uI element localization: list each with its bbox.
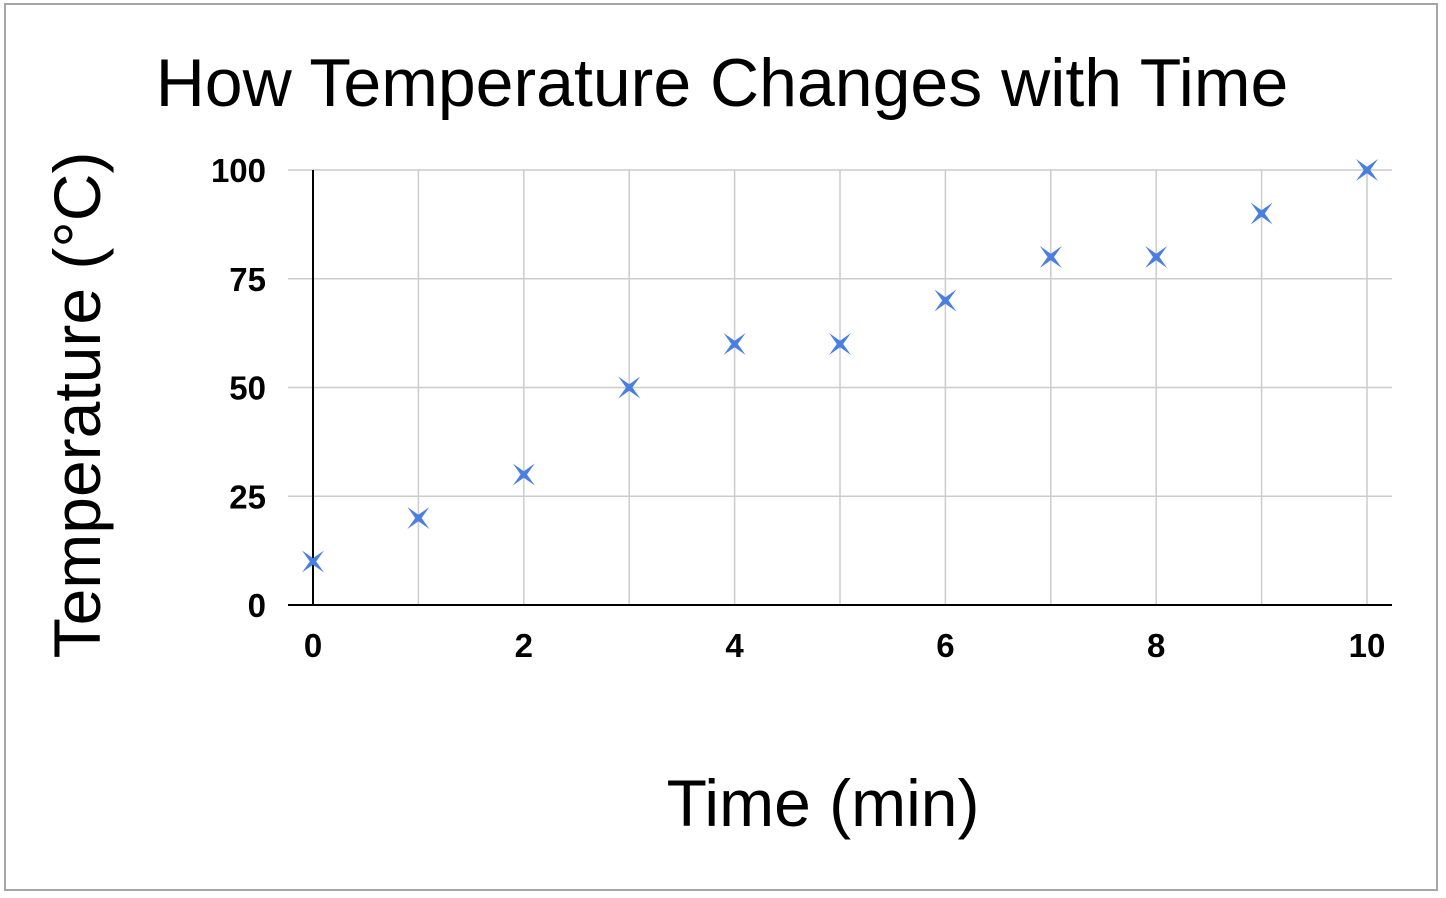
x-tick-label: 6	[936, 627, 954, 664]
data-point	[407, 507, 430, 529]
data-point	[1250, 202, 1273, 225]
tick-labels: 0 25 50 75 100 0 2 4 6 8 10	[211, 152, 1385, 664]
data-point	[512, 463, 535, 486]
grid	[288, 169, 1392, 605]
y-tick-label: 0	[248, 587, 266, 624]
y-tick-label: 75	[229, 261, 266, 298]
data-point	[1356, 159, 1378, 181]
x-tick-label: 4	[725, 627, 744, 664]
x-tick-label: 10	[1349, 627, 1386, 664]
data-point	[829, 333, 851, 355]
chart-title: How Temperature Changes with Time	[156, 45, 1289, 121]
x-tick-label: 2	[515, 627, 533, 664]
data-point	[302, 550, 324, 573]
data-point	[1145, 246, 1168, 268]
data-points	[302, 159, 1378, 573]
y-tick-label: 50	[229, 370, 266, 407]
data-point	[618, 376, 641, 399]
y-axis-title: Temperature (°C)	[40, 152, 114, 659]
x-axis-title: Time (min)	[667, 766, 980, 840]
axes	[288, 170, 1392, 606]
data-point	[934, 289, 957, 312]
x-tick-label: 8	[1147, 627, 1165, 664]
data-point	[723, 333, 746, 355]
x-tick-label: 0	[304, 627, 322, 664]
chart-frame	[4, 3, 1438, 891]
data-point	[1039, 246, 1062, 268]
y-tick-label: 100	[211, 152, 266, 189]
y-tick-label: 25	[229, 478, 266, 515]
